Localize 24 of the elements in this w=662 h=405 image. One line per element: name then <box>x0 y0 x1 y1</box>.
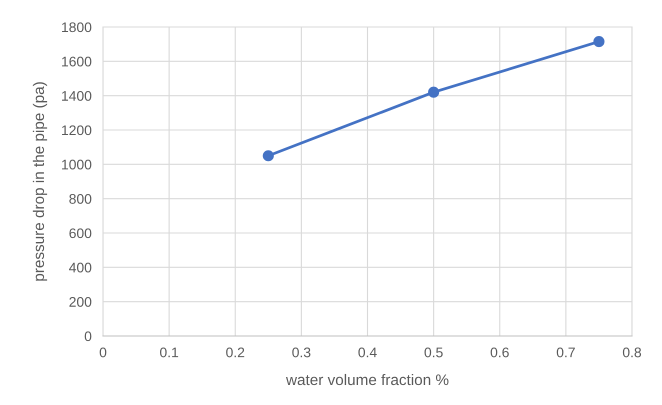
y-tick-label: 400 <box>69 262 92 273</box>
x-tick-label: 0.2 <box>226 347 244 358</box>
x-axis-title: water volume fraction % <box>286 374 448 386</box>
y-tick-label: 1400 <box>62 91 92 101</box>
y-tick-label: 1600 <box>62 56 92 67</box>
y-tick-label: 1800 <box>62 22 92 32</box>
y-tick-label: 800 <box>69 194 92 204</box>
x-tick-label: 0.8 <box>622 347 642 358</box>
x-tick-label: 0.6 <box>490 347 509 358</box>
y-tick-label: 0 <box>84 331 92 342</box>
x-tick-label: 0 <box>100 347 106 358</box>
y-tick-label: 600 <box>69 228 92 238</box>
y-tick-label: 1200 <box>62 125 92 136</box>
x-tick-label: 0.5 <box>424 347 443 358</box>
y-tick-label: 1000 <box>62 160 92 170</box>
x-tick-label: 0.1 <box>160 347 178 358</box>
x-tick-label: 0.3 <box>292 347 310 358</box>
point <box>593 36 604 48</box>
point <box>262 150 274 162</box>
x-tick-label: 0.4 <box>358 347 377 358</box>
y-axis-title: pressure drop in the pipe (pa) <box>32 82 48 281</box>
point <box>428 86 440 98</box>
y-tick-label: 200 <box>69 297 92 307</box>
x-tick-label: 0.7 <box>556 347 575 358</box>
